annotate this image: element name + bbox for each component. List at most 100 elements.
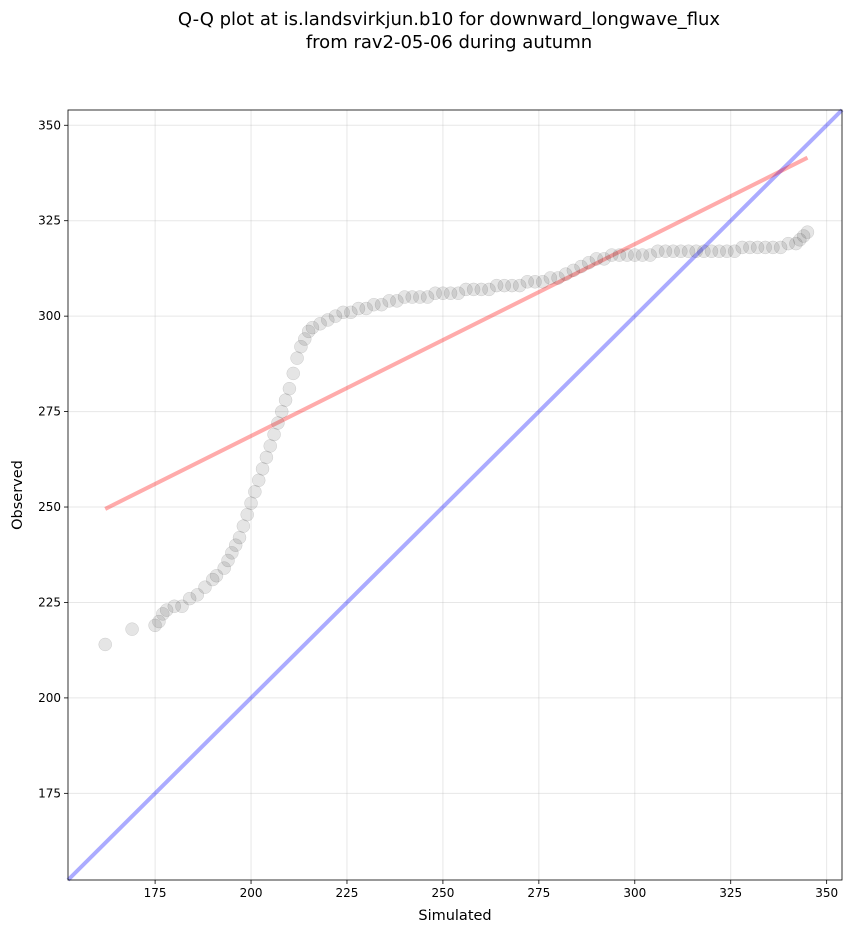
data-point	[263, 439, 277, 453]
data-point	[382, 294, 396, 308]
data-point	[612, 248, 627, 262]
data-point	[336, 305, 350, 320]
data-point	[574, 259, 588, 274]
data-point	[205, 572, 220, 587]
grid-layer	[68, 110, 842, 880]
identity-line-layer	[66, 108, 844, 882]
x-axis-label: Simulated	[418, 908, 491, 924]
chart-title-line-1: Q-Q plot at is.landsvirkjun.b10 for down…	[178, 9, 721, 30]
data-point	[274, 404, 289, 419]
data-point	[781, 236, 796, 251]
data-point	[666, 244, 680, 258]
data-point	[298, 332, 312, 346]
y-tick-label: 325	[38, 214, 61, 228]
data-point	[236, 519, 251, 533]
data-point	[766, 240, 780, 255]
data-point	[248, 485, 262, 499]
points-layer	[98, 225, 815, 652]
data-point	[125, 622, 139, 636]
ticks-layer: 175 200 225 250 275 300 325 350 175 200 225 250 275 3…	[38, 118, 838, 900]
data-point	[720, 244, 734, 258]
x-tick-label: 300	[623, 886, 646, 900]
data-point	[620, 248, 634, 262]
data-point	[581, 255, 596, 270]
data-point	[232, 530, 247, 545]
data-point	[190, 588, 205, 602]
data-point	[405, 290, 419, 304]
data-point	[535, 275, 550, 289]
identity-line	[66, 108, 844, 882]
data-point	[566, 263, 581, 278]
y-tick-label: 200	[38, 691, 61, 705]
data-point	[681, 244, 696, 258]
data-point	[712, 244, 726, 258]
data-point	[267, 427, 281, 442]
data-point	[251, 473, 266, 488]
x-tick-label: 200	[240, 886, 263, 900]
data-point	[628, 248, 642, 262]
data-point	[98, 637, 112, 652]
data-point	[271, 416, 285, 430]
data-point	[459, 282, 473, 297]
data-point	[651, 244, 665, 258]
data-point	[800, 225, 815, 239]
data-point	[727, 244, 742, 258]
fit-line-layer	[104, 155, 809, 511]
data-point	[796, 229, 811, 243]
fit-line	[104, 155, 809, 511]
y-tick-label: 225	[38, 595, 61, 609]
data-point	[397, 290, 412, 304]
data-point	[505, 278, 519, 293]
data-point	[589, 252, 604, 266]
data-point	[156, 607, 170, 621]
data-point	[743, 240, 757, 255]
data-point	[704, 244, 719, 258]
data-point	[643, 248, 657, 262]
data-point	[390, 294, 404, 308]
data-point	[344, 305, 358, 320]
data-point	[182, 591, 197, 606]
data-point	[543, 271, 558, 285]
data-point	[750, 240, 765, 255]
data-point	[474, 282, 489, 297]
data-point	[301, 324, 316, 339]
x-tick-label: 175	[144, 886, 167, 900]
data-point	[413, 290, 427, 304]
data-point	[451, 286, 466, 300]
data-point	[367, 297, 381, 312]
data-point	[259, 450, 274, 465]
data-point	[558, 267, 573, 281]
data-point	[428, 286, 442, 300]
data-point	[305, 320, 320, 335]
data-point	[167, 599, 182, 614]
data-point	[420, 290, 435, 304]
x-tick-label: 350	[815, 886, 838, 900]
data-point	[597, 252, 611, 266]
y-tick-label: 275	[38, 405, 61, 419]
data-point	[436, 286, 450, 300]
x-tick-label: 225	[336, 886, 359, 900]
data-point	[244, 496, 258, 510]
data-point	[697, 244, 711, 258]
data-point	[313, 317, 327, 331]
data-point	[290, 351, 304, 365]
data-point	[351, 301, 366, 316]
data-point	[443, 286, 458, 300]
data-point	[758, 240, 773, 255]
data-point	[255, 462, 270, 476]
data-point	[240, 507, 254, 522]
y-tick-label: 300	[38, 309, 61, 323]
data-point	[512, 278, 527, 293]
data-point	[735, 240, 749, 255]
data-point	[359, 301, 373, 316]
x-tick-label: 275	[527, 886, 550, 900]
data-point	[658, 244, 673, 258]
x-tick-label: 325	[719, 886, 742, 900]
data-point	[328, 309, 343, 323]
data-point	[209, 568, 224, 583]
data-point	[198, 580, 212, 594]
data-point	[773, 240, 788, 255]
data-point	[148, 618, 162, 633]
data-point	[282, 381, 297, 396]
data-point	[489, 278, 504, 293]
